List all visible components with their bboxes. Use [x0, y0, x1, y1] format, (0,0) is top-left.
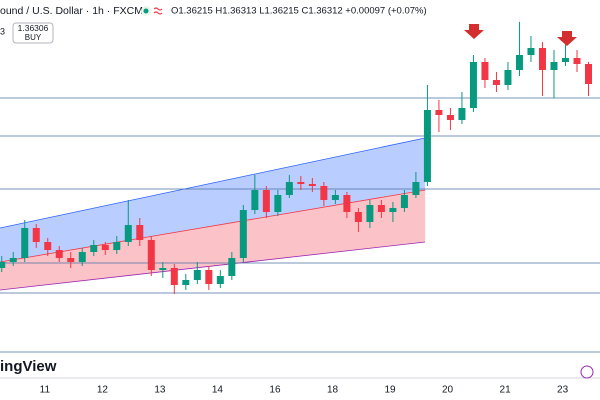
candle-body	[9, 258, 17, 262]
candle-body	[458, 108, 466, 120]
candle-body	[412, 182, 420, 195]
x-tick-label: 21	[500, 385, 512, 396]
candle-body	[297, 182, 305, 184]
x-tick-label: 12	[97, 385, 109, 396]
buy-button[interactable]	[12, 22, 54, 44]
candle-body	[343, 195, 351, 212]
candle-body	[170, 268, 178, 285]
settings-icon[interactable]	[580, 365, 594, 379]
candle-body	[354, 212, 362, 222]
wave-icon	[153, 7, 163, 15]
candle-body	[469, 62, 477, 108]
candle-body	[101, 245, 109, 250]
candle-body	[550, 62, 558, 70]
candle-body	[55, 250, 63, 258]
channel-upper	[0, 138, 426, 262]
buy-label: BUY	[25, 33, 42, 42]
candle-body	[492, 80, 500, 85]
buy-price: 1.36306	[18, 23, 49, 33]
candle-body	[113, 242, 121, 250]
candle-body	[561, 58, 569, 62]
candle-body	[44, 242, 52, 250]
x-tick-label: 11	[40, 385, 51, 396]
candle-body	[67, 258, 75, 262]
x-tick-label: 20	[442, 385, 454, 396]
candle-body	[527, 48, 535, 55]
candle-body	[389, 208, 397, 212]
candle-body	[573, 58, 581, 64]
candle-body	[0, 262, 6, 268]
candle-body	[205, 270, 213, 284]
candle-body	[147, 240, 155, 270]
channel-line	[0, 241, 426, 291]
x-axis: 11 12 13 14 16 18 19 20 21 23	[40, 385, 569, 396]
ohlc-legend: O1.36215 H1.36313 L1.36215 C1.36312 +0.0…	[171, 6, 427, 17]
candle-body	[446, 115, 454, 120]
status-dot	[143, 8, 149, 14]
candle-body	[320, 186, 328, 200]
candle-body	[515, 55, 523, 70]
x-tick-label: 14	[212, 385, 224, 396]
arrow-marker	[557, 31, 577, 46]
header-bg	[0, 0, 600, 22]
channel-line	[0, 137, 426, 229]
x-tick-label: 19	[384, 385, 396, 396]
candle-body	[159, 268, 167, 270]
candle-body	[262, 190, 270, 212]
candle-body	[285, 182, 293, 195]
symbol-title: ound / U.S. Dollar · 1h · FXCM	[0, 5, 143, 17]
candle-body	[538, 48, 546, 70]
candle-body	[251, 190, 259, 210]
x-tick-label: 23	[557, 385, 569, 396]
candle-body	[182, 280, 190, 285]
candle-body	[435, 110, 443, 115]
x-tick-label: 13	[154, 385, 166, 396]
plot-area	[0, 20, 600, 353]
x-axis-bg	[0, 378, 600, 400]
arrow-marker	[464, 24, 484, 39]
candle-body	[216, 276, 224, 284]
x-tick-label: 18	[327, 385, 339, 396]
fragment: 3	[0, 26, 5, 36]
candle-body	[584, 64, 592, 84]
candle-body	[481, 62, 489, 80]
candle-body	[136, 225, 144, 240]
candle-body	[78, 252, 86, 262]
candle-body	[193, 270, 201, 280]
candle-body	[504, 70, 512, 85]
candle-body	[308, 184, 316, 186]
candle-body	[90, 245, 98, 252]
candle-body	[377, 205, 385, 212]
candle-body	[21, 228, 29, 258]
candle-body	[228, 258, 236, 276]
candle-body	[331, 195, 339, 200]
channel-line	[0, 189, 426, 263]
candle-body	[366, 205, 374, 222]
watermark: ingView	[0, 358, 57, 375]
candle-body	[423, 110, 431, 182]
channel-lower	[0, 190, 426, 290]
x-tick-label: 16	[269, 385, 281, 396]
candle-body	[239, 210, 247, 258]
candle-body	[274, 195, 282, 212]
candle-body	[124, 225, 132, 242]
candle-body	[32, 228, 40, 242]
candle-body	[400, 195, 408, 208]
